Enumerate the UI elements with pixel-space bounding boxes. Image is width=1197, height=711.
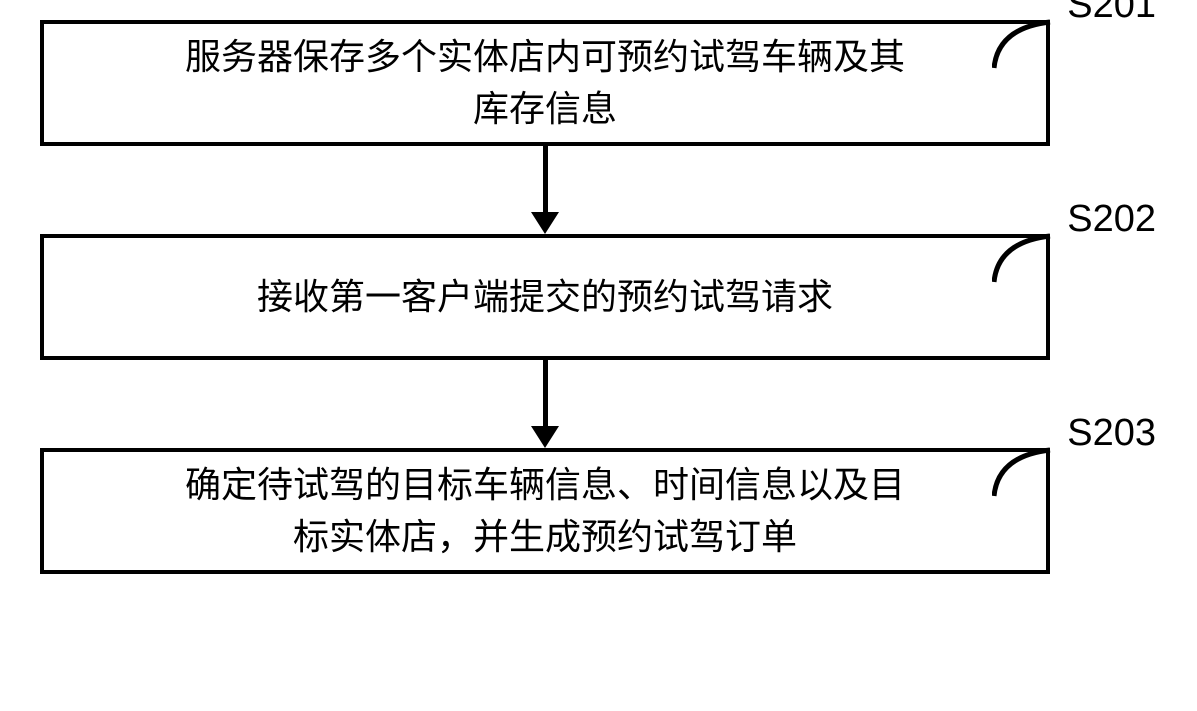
step-label: S203 [1067, 412, 1156, 455]
step-label: S201 [1067, 0, 1156, 27]
flowchart-step: 接收第一客户端提交的预约试驾请求 S202 [40, 234, 1050, 360]
flowchart-step: 服务器保存多个实体店内可预约试驾车辆及其 库存信息 S201 [40, 20, 1050, 146]
label-connector [992, 18, 1052, 70]
label-connector [992, 446, 1052, 498]
step-text: 接收第一客户端提交的预约试驾请求 [257, 271, 833, 323]
flowchart-arrow [40, 360, 1050, 448]
step-text: 确定待试驾的目标车辆信息、时间信息以及目 标实体店，并生成预约试驾订单 [185, 459, 905, 563]
label-connector [992, 232, 1052, 284]
flowchart-container: 服务器保存多个实体店内可预约试驾车辆及其 库存信息 S201 接收第一客户端提交… [40, 20, 1160, 574]
flowchart-step: 确定待试驾的目标车辆信息、时间信息以及目 标实体店，并生成预约试驾订单 S203 [40, 448, 1050, 574]
step-text: 服务器保存多个实体店内可预约试驾车辆及其 库存信息 [185, 31, 905, 135]
flowchart-arrow [40, 146, 1050, 234]
step-label: S202 [1067, 198, 1156, 241]
